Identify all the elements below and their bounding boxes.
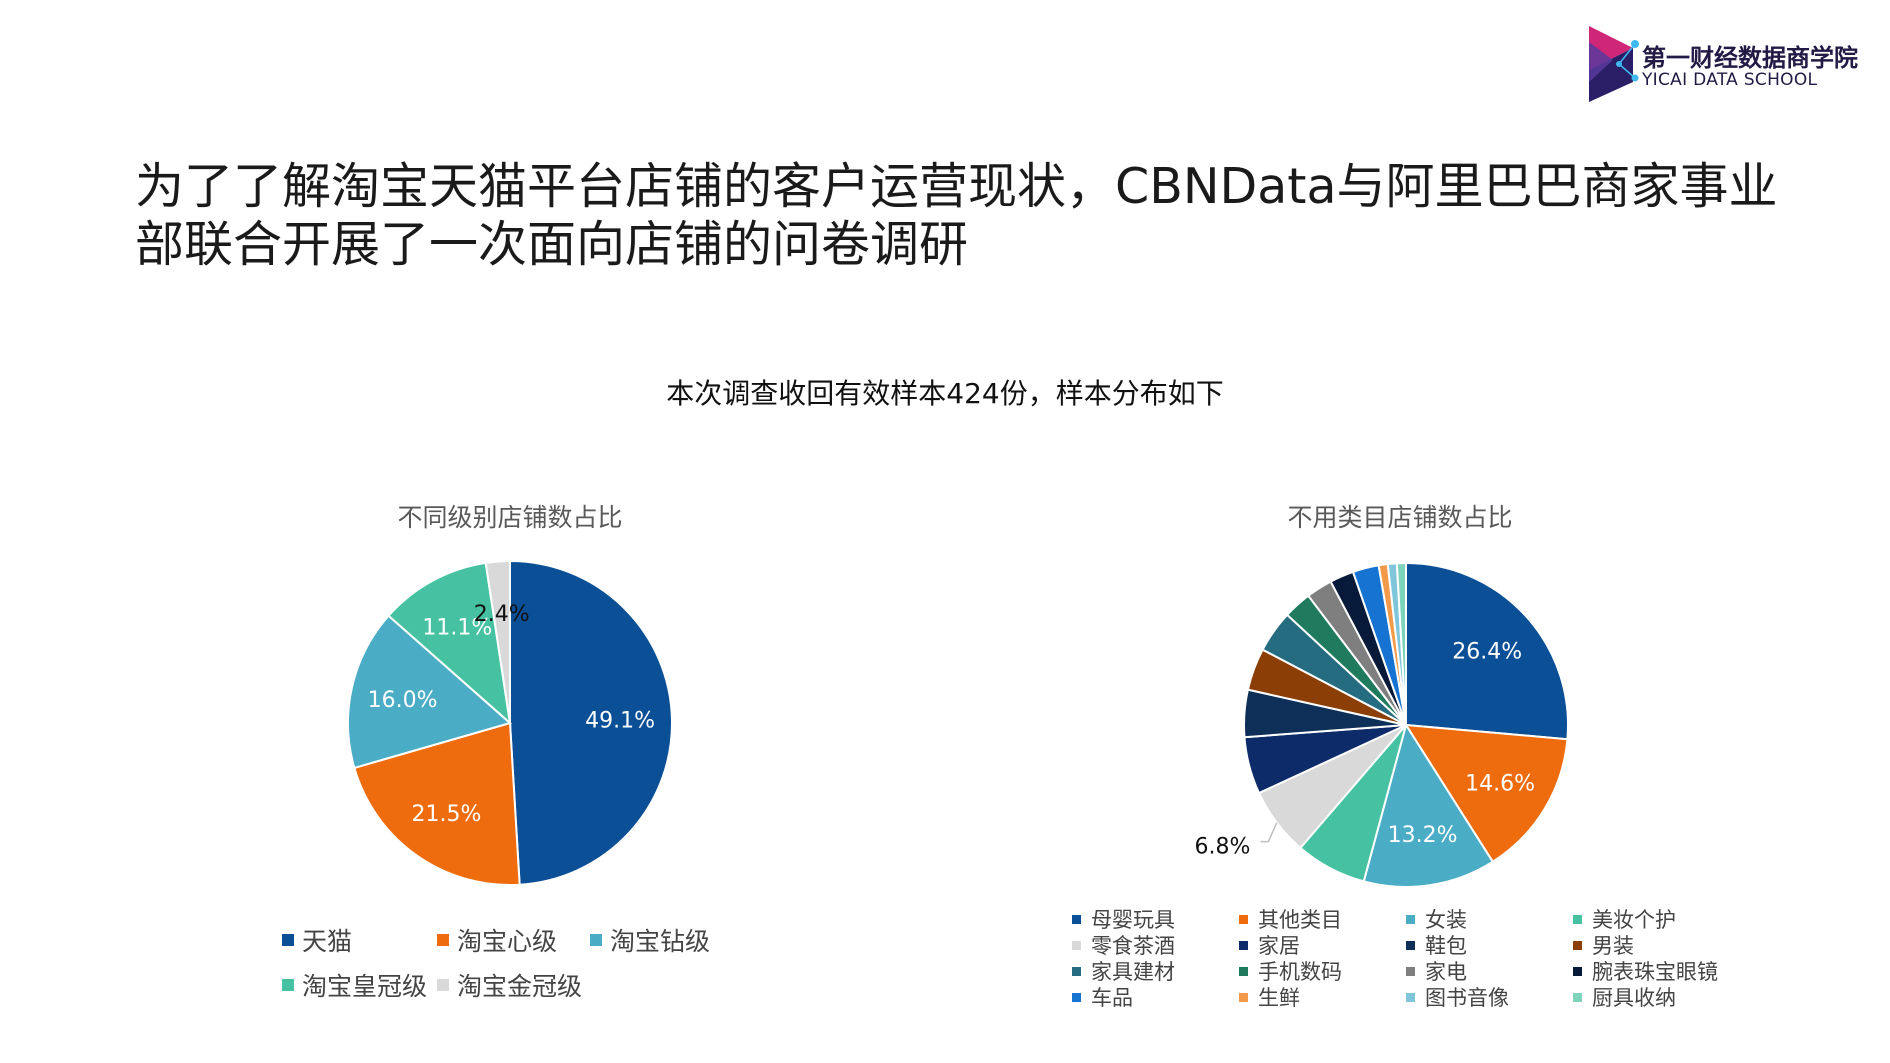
label-leader-line [1260,822,1278,843]
legend-item: 厨具收纳 [1573,982,1676,1012]
legend-label: 腕表珠宝眼镜 [1592,960,1718,984]
legend-swatch [1406,914,1415,924]
legend-item: 家电 [1406,956,1467,986]
legend-item: 天猫 [282,922,352,958]
legend-swatch [1239,914,1248,924]
legend-swatch [1573,914,1582,924]
brand-name-cn: 第一财经数据商学院 [1642,44,1858,72]
legend-swatch [1239,992,1248,1002]
legend-item: 淘宝钻级 [590,922,710,958]
legend-item: 手机数码 [1239,956,1342,986]
store-level-pie-chart: 49.1% 21.5% 16.0% 11.1%2.4% [347,559,673,886]
legend-item: 鞋包 [1406,930,1467,960]
category-pie-chart: 26.4% 14.6% 13.2% 6.8% [1195,561,1569,888]
legend-swatch [1573,940,1582,950]
legend-swatch [282,979,294,991]
pie-slice [484,559,511,724]
legend-item: 淘宝皇冠级 [282,967,427,1003]
legend-swatch [282,934,294,946]
yicai-logo [1589,26,1639,102]
legend-label: 鞋包 [1425,934,1467,958]
pie-slice [1405,561,1569,741]
legend-swatch [1406,966,1415,976]
legend-label: 家居 [1258,934,1300,958]
legend-label: 其他类目 [1258,908,1342,932]
legend-label: 母婴玩具 [1091,908,1175,932]
legend-item: 美妆个护 [1573,904,1676,934]
legend-label: 淘宝钻级 [610,927,711,956]
legend-swatch [1072,940,1081,950]
legend-swatch [1406,940,1415,950]
slice-data-label: 14.6% [1465,771,1535,796]
legend-item: 淘宝心级 [437,922,557,958]
slice-data-label: 6.8% [1195,835,1251,860]
legend-item: 男装 [1573,930,1634,960]
legend-label: 车品 [1091,986,1133,1010]
legend-label: 美妆个护 [1592,908,1676,932]
legend-swatch [437,979,449,991]
legend-swatch [1072,966,1081,976]
legend-swatch [1573,966,1582,976]
right-chart-title: 不用类目店铺数占比 [1287,503,1513,532]
slice-data-label: 49.1% [585,709,655,734]
legend-swatch [1573,992,1582,1002]
slice-data-label: 11.1% [422,615,492,640]
legend-label: 女装 [1425,908,1467,932]
brand-name-en: YICAI DATA SCHOOL [1642,70,1818,90]
legend-item: 腕表珠宝眼镜 [1573,956,1718,986]
slice-data-label: 13.2% [1388,823,1458,848]
legend-item: 女装 [1406,904,1467,934]
legend-label: 家具建材 [1091,960,1175,984]
slice-data-label: 16.0% [368,688,438,713]
legend-item: 车品 [1072,982,1133,1012]
legend-swatch [1072,914,1081,924]
sample-subtitle: 本次调查收回有效样本424份，样本分布如下 [666,377,1224,410]
pie-slice [387,561,512,726]
legend-swatch [1239,966,1248,976]
pie-slice [1404,723,1569,864]
pie-slice [347,614,513,770]
slice-data-label: 26.4% [1452,640,1522,665]
legend-label: 厨具收纳 [1592,986,1676,1010]
legend-item: 淘宝金冠级 [437,967,582,1003]
legend-item: 家居 [1239,930,1300,960]
left-chart-title: 不同级别店铺数占比 [397,503,623,532]
legend-label: 手机数码 [1258,960,1342,984]
legend-label: 家电 [1425,960,1467,984]
legend-label: 男装 [1592,934,1634,958]
legend-item: 家具建材 [1072,956,1175,986]
legend-label: 生鲜 [1258,986,1300,1010]
legend-label: 天猫 [302,927,353,956]
slice-data-label: 21.5% [411,802,481,827]
legend-swatch [590,934,602,946]
pie-slice [1395,561,1407,726]
legend-label: 淘宝心级 [457,927,558,956]
slice-data-label: 2.4% [474,602,530,627]
legend-label: 图书音像 [1425,986,1509,1010]
legend-swatch [1239,940,1248,950]
legend-item: 母婴玩具 [1072,904,1175,934]
legend-swatch [437,934,449,946]
legend-label: 零食茶酒 [1091,934,1175,958]
page-headline: 为了了解淘宝天猫平台店铺的客户运营现状，CBNData与阿里巴巴商家事业部联合开… [135,158,1778,273]
legend-item: 零食茶酒 [1072,930,1175,960]
pie-slice [509,559,673,886]
legend-label: 淘宝金冠级 [457,972,583,1001]
legend-label: 淘宝皇冠级 [302,972,428,1001]
legend-item: 图书音像 [1406,982,1509,1012]
legend-item: 生鲜 [1239,982,1300,1012]
legend-item: 其他类目 [1239,904,1342,934]
legend-swatch [1072,992,1081,1002]
pie-slice [353,721,521,886]
legend-swatch [1406,992,1415,1002]
